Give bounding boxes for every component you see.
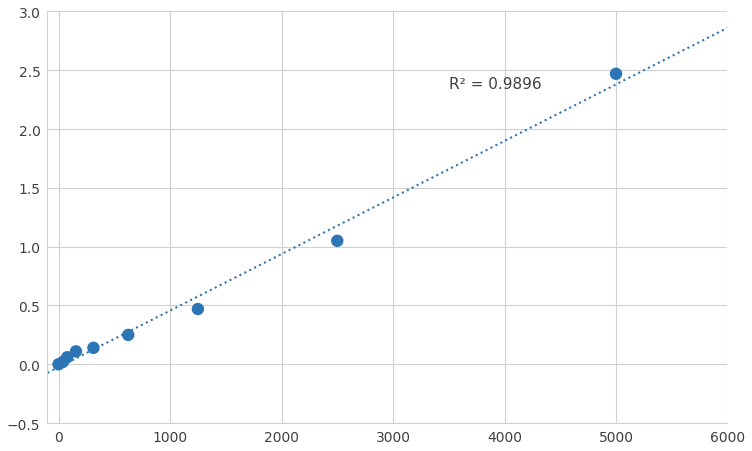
Point — [53, 361, 65, 368]
Text: R² = 0.9896: R² = 0.9896 — [449, 77, 541, 92]
Point — [87, 345, 99, 352]
Point — [331, 238, 343, 245]
Point — [123, 331, 135, 339]
Point — [57, 359, 69, 366]
Point — [70, 348, 82, 355]
Point — [610, 71, 622, 78]
Point — [192, 306, 204, 313]
Point — [61, 354, 73, 361]
